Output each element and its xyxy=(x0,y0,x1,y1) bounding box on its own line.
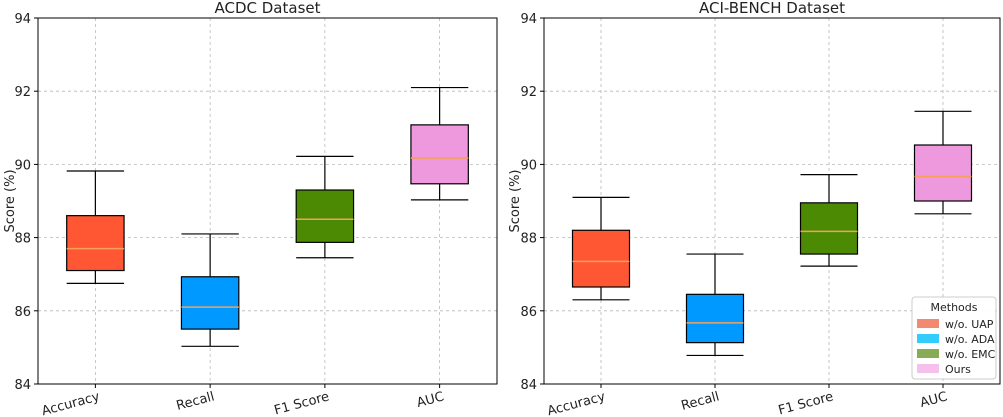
chart-acdc: 84 86 88 90 92 94 Accuracy Recall F1 Score AUC ACD… xyxy=(3,0,498,417)
x-tick-label: F1 Score xyxy=(273,389,331,417)
box-iqr xyxy=(685,293,745,344)
legend-label: w/o. UAP xyxy=(945,318,994,331)
box-accuracy xyxy=(66,170,125,284)
box-f1-score xyxy=(799,174,859,267)
x-tick-label: F1 Score xyxy=(777,389,835,417)
y-tick-label: 92 xyxy=(520,85,537,100)
box-accuracy xyxy=(571,196,631,301)
legend-swatch xyxy=(917,319,939,328)
box-auc xyxy=(410,86,469,201)
box-auc xyxy=(913,110,973,215)
box-recall xyxy=(180,233,240,347)
legend-label: w/o. ADA xyxy=(945,333,995,346)
box-recall xyxy=(685,253,745,357)
y-tick-label: 86 xyxy=(520,305,537,320)
chart-title: ACDC Dataset xyxy=(214,0,320,17)
box-iqr xyxy=(799,202,859,255)
y-tick-label: 88 xyxy=(14,232,31,247)
legend: Methods w/o. UAP w/o. ADA w/o. EMC Ours xyxy=(911,296,997,380)
x-tick-label: AUC xyxy=(415,389,445,411)
plot-frame xyxy=(543,17,1001,385)
y-tick-label: 88 xyxy=(520,232,537,247)
legend-swatch xyxy=(917,334,939,343)
box-iqr xyxy=(410,124,469,185)
y-tick-label: 92 xyxy=(14,85,31,100)
y-tick-label: 86 xyxy=(14,305,31,320)
legend-label: w/o. EMC xyxy=(945,348,996,361)
box-iqr xyxy=(295,189,355,243)
legend-label: Ours xyxy=(945,363,971,376)
legend-swatch xyxy=(917,364,939,373)
y-axis-label: Score (%) xyxy=(508,169,523,232)
x-tick-label: AUC xyxy=(919,389,949,411)
y-tick-label: 84 xyxy=(14,378,31,393)
x-tick-label: Accuracy xyxy=(40,389,102,417)
legend-title: Methods xyxy=(931,301,978,314)
plot-frame xyxy=(37,17,498,385)
y-tick-label: 94 xyxy=(14,12,31,27)
x-tick-label: Recall xyxy=(680,389,721,414)
y-tick-label: 84 xyxy=(520,378,537,393)
legend-box xyxy=(911,296,997,380)
box-iqr xyxy=(180,276,240,330)
y-axis-label: Score (%) xyxy=(3,169,18,232)
box-iqr xyxy=(66,215,125,272)
legend-swatch xyxy=(917,349,939,358)
y-tick-label: 90 xyxy=(520,158,537,173)
chart-title: ACI-BENCH Dataset xyxy=(699,0,845,17)
y-tick-label: 90 xyxy=(14,158,31,173)
box-iqr xyxy=(571,229,631,288)
box-iqr xyxy=(913,144,973,202)
box-f1-score xyxy=(295,155,355,259)
chart-aci-bench: 84 86 88 90 92 94 Accuracy Recall F1 Score AUC ACI… xyxy=(508,0,1001,417)
y-tick-label: 94 xyxy=(520,12,537,27)
x-tick-label: Recall xyxy=(175,389,216,414)
x-tick-label: Accuracy xyxy=(546,389,608,417)
